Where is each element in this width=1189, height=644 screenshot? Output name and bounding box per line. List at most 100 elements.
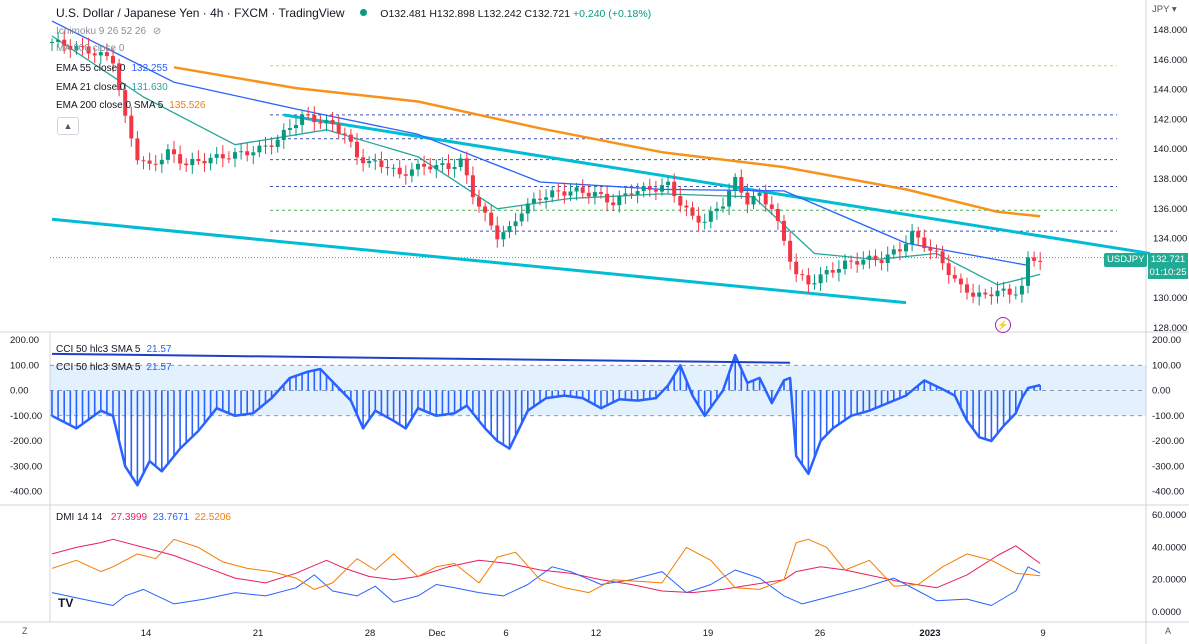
candle-body bbox=[989, 294, 994, 297]
cci-axis-tick-left: 0.00 bbox=[10, 386, 29, 397]
cci-band bbox=[50, 365, 1146, 416]
price-axis-tick: 146.000 bbox=[1153, 55, 1187, 66]
candle-body bbox=[574, 187, 579, 192]
candle-body bbox=[794, 261, 799, 275]
legend-cci[interactable]: CCI 50 hlc3 SMA 5 21.57 bbox=[56, 343, 172, 357]
lightning-alert-icon[interactable]: ⚡ bbox=[995, 317, 1011, 333]
eye-hidden-icon[interactable]: ⊘ bbox=[152, 26, 162, 37]
legend-ma200[interactable]: MA 200 close 0 bbox=[56, 42, 124, 56]
candle-body bbox=[385, 166, 390, 169]
lower-channel-line bbox=[51, 217, 907, 305]
candle-body bbox=[220, 154, 225, 159]
bar-countdown: 01:10:25 bbox=[1149, 267, 1187, 278]
candle-body bbox=[891, 249, 896, 255]
tradingview-logo-icon: TV bbox=[58, 596, 74, 610]
candle-body bbox=[92, 53, 97, 56]
candle-body bbox=[580, 187, 585, 193]
legend-cci-2[interactable]: CCI 50 hlc3 SMA 5 21.57 bbox=[56, 361, 172, 375]
candle-body bbox=[690, 207, 695, 216]
currency-text: JPY bbox=[1152, 4, 1170, 15]
cci-axis-tick-left: 200.00 bbox=[10, 335, 39, 346]
ema55-label: EMA 55 close 0 bbox=[56, 63, 126, 74]
cci-axis-tick-right: 200.00 bbox=[1152, 335, 1181, 346]
candle-body bbox=[550, 190, 555, 198]
candle-body bbox=[885, 254, 890, 264]
candle-body bbox=[428, 166, 433, 170]
candle-body bbox=[714, 208, 719, 212]
candle-body bbox=[611, 202, 616, 206]
candle-body bbox=[495, 225, 500, 240]
candle-body bbox=[666, 181, 671, 186]
dmi-minus-line bbox=[51, 538, 1041, 594]
candle-body bbox=[672, 181, 677, 197]
candle-body bbox=[940, 251, 945, 264]
ma200-label: MA 200 close 0 bbox=[56, 43, 125, 54]
candle-body bbox=[904, 244, 908, 252]
candle-body bbox=[910, 231, 915, 245]
ichimoku-label: Ichimoku 9 26 52 26 bbox=[56, 26, 147, 37]
dmi-adx-value: 27.3999 bbox=[110, 512, 148, 523]
price-axis-tick: 136.000 bbox=[1153, 204, 1187, 215]
candle-body bbox=[849, 260, 854, 262]
candle-body bbox=[446, 163, 451, 170]
candle-body bbox=[855, 261, 860, 265]
legend-ema200[interactable]: EMA 200 close 0 SMA 5 135.526 bbox=[56, 99, 205, 113]
time-axis-tick: 28 bbox=[365, 628, 376, 639]
dmi-label: DMI 14 14 bbox=[56, 512, 103, 523]
candle-body bbox=[294, 124, 298, 129]
candle-body bbox=[306, 114, 311, 116]
cci-axis-tick-right: 100.00 bbox=[1152, 360, 1181, 371]
candle-body bbox=[641, 186, 646, 192]
candle-body bbox=[336, 124, 341, 134]
high-value: H132.898 bbox=[429, 8, 475, 20]
candle-body bbox=[135, 138, 140, 161]
legend-ema55[interactable]: EMA 55 close 0 132.255 bbox=[56, 62, 168, 76]
candle-body bbox=[141, 160, 146, 162]
price-axis-tick: 144.000 bbox=[1153, 85, 1187, 96]
time-axis-tick: 21 bbox=[253, 628, 264, 639]
collapse-legend-button[interactable]: ▲ bbox=[57, 117, 79, 135]
legend-dmi[interactable]: DMI 14 14 27.3999 23.7671 22.5206 bbox=[56, 511, 231, 525]
candle-body bbox=[513, 221, 518, 227]
candle-body bbox=[123, 90, 128, 116]
timezone-z-icon[interactable]: Z bbox=[22, 626, 28, 636]
chart-title-bar: U.S. Dollar / Japanese Yen · 4h · FXCM ·… bbox=[56, 4, 651, 22]
candle-body bbox=[660, 185, 664, 192]
time-axis-tick: 2023 bbox=[919, 628, 940, 639]
currency-label[interactable]: JPY ▾ bbox=[1152, 4, 1177, 15]
candle-body bbox=[952, 275, 957, 279]
candle-body bbox=[245, 151, 250, 156]
legend-ichimoku[interactable]: Ichimoku 9 26 52 26 ⊘ bbox=[56, 25, 161, 39]
candle-body bbox=[965, 284, 969, 293]
dmi-axis-tick: 40.0000 bbox=[1152, 542, 1186, 553]
candle-body bbox=[897, 249, 902, 252]
candle-body bbox=[647, 186, 652, 190]
candle-body bbox=[318, 122, 323, 124]
candle-body bbox=[708, 211, 713, 222]
auto-scale-icon[interactable]: A bbox=[1165, 626, 1172, 636]
chart-title: U.S. Dollar / Japanese Yen · 4h · FXCM ·… bbox=[56, 6, 345, 20]
candle-body bbox=[605, 193, 610, 203]
legend-ema21[interactable]: EMA 21 close 0 131.630 bbox=[56, 81, 168, 95]
ema55-line bbox=[51, 20, 1029, 267]
candle-body bbox=[629, 193, 634, 195]
price-axis-tick: 138.000 bbox=[1153, 174, 1187, 185]
dmi-axis-tick: 20.0000 bbox=[1152, 575, 1186, 586]
candle-body bbox=[1013, 294, 1018, 296]
candle-body bbox=[946, 263, 951, 276]
candle-body bbox=[80, 46, 85, 48]
dmi-axis-tick: 60.0000 bbox=[1152, 510, 1186, 521]
candle-body bbox=[519, 213, 524, 222]
dmi-axis-tick: 0.0000 bbox=[1152, 607, 1181, 618]
candle-body bbox=[1019, 285, 1024, 295]
candle-body bbox=[269, 145, 274, 147]
candle-body bbox=[208, 157, 213, 164]
price-axis-tick: 134.000 bbox=[1153, 234, 1187, 245]
candle-body bbox=[86, 46, 91, 54]
candle-body bbox=[403, 174, 408, 176]
candle-body bbox=[452, 167, 457, 170]
dmi-plus-line bbox=[51, 566, 1041, 606]
candle-body bbox=[775, 208, 780, 221]
candle-body bbox=[525, 203, 530, 214]
